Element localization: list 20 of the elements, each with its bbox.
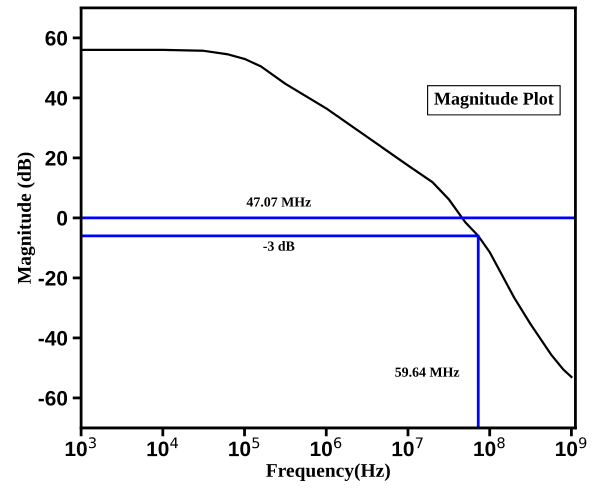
annotation: -3 dB [263,241,294,251]
y-tick-label: -60 [38,390,68,406]
x-tick-label: 10$^{5}$ [229,437,260,456]
annotation: Magnitude Plot [434,92,554,109]
y-tick-label: -40 [38,330,68,346]
y-tick-label: -20 [38,270,68,286]
x-tick-label: 10$^{4}$ [147,437,178,456]
annotation: 47.07 MHz [246,197,311,207]
x-tick-label: 10$^{7}$ [392,437,423,456]
x-axis-title: Frequency(Hz) [266,463,390,482]
y-tick-label: 0 [57,210,68,226]
x-tick-label: 10$^{9}$ [556,437,586,456]
x-tick-label: 10$^{6}$ [310,437,342,456]
annotation: 59.64 MHz [395,367,460,377]
y-tick-label: 40 [45,90,68,106]
y-axis-title: Magnitude (dB) [17,152,36,284]
x-tick-label: 10$^{8}$ [474,437,505,456]
x-tick-label: 10$^{3}$ [66,437,96,456]
y-tick-label: 60 [46,30,68,46]
y-tick-label: 20 [45,150,68,166]
